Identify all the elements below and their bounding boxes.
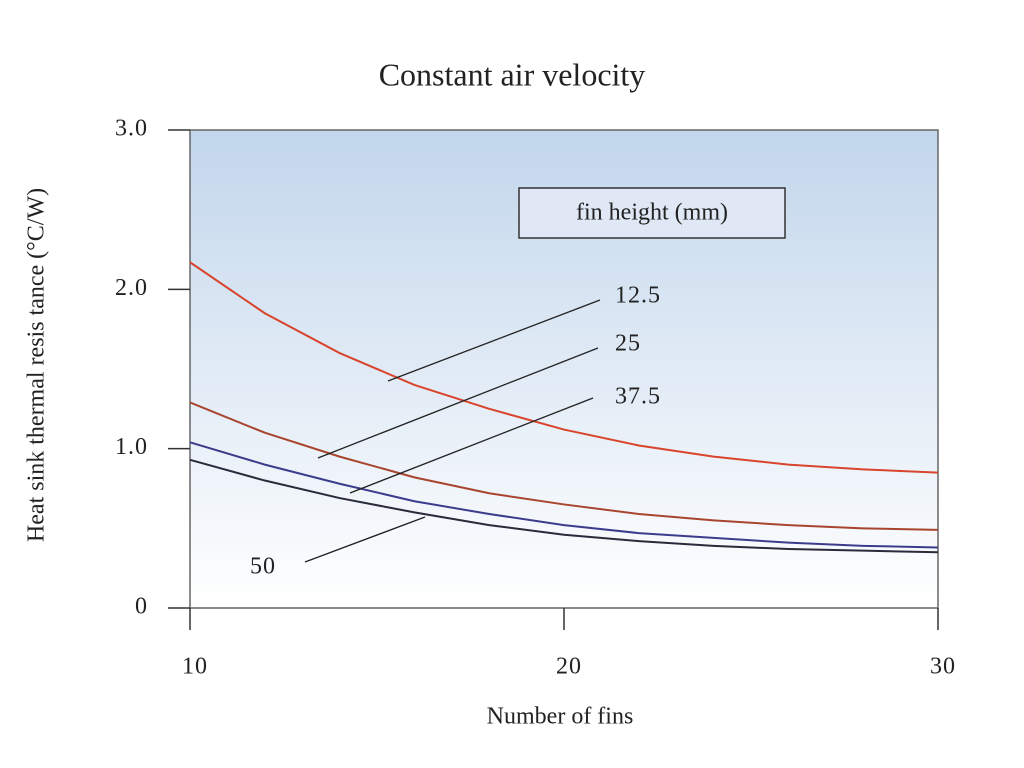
series-label: 37.5 xyxy=(615,384,661,410)
leader-line xyxy=(317,347,599,459)
y-axis-label: Heat sink thermal resis tance (°C/W) xyxy=(24,188,50,542)
chart-title: Constant air velocity xyxy=(379,56,646,92)
x-axis-label: Number of fins xyxy=(487,704,634,730)
series-line xyxy=(189,458,939,554)
leader-line xyxy=(304,516,426,563)
series-line xyxy=(189,441,939,549)
series-label: 25 xyxy=(615,331,641,357)
series-label: 50 xyxy=(250,554,276,580)
leader-line xyxy=(387,299,601,382)
legend-box xyxy=(518,187,786,239)
y-tick-label: 2.0 xyxy=(115,275,148,301)
x-tick-label: 10 xyxy=(182,654,208,680)
x-tick-label: 30 xyxy=(930,654,956,680)
y-tick-label: 0 xyxy=(135,594,148,620)
leader-line xyxy=(349,397,594,494)
y-tick-label: 3.0 xyxy=(115,116,148,142)
series-line xyxy=(189,261,939,474)
series-line xyxy=(189,401,939,531)
legend-title: fin height (mm) xyxy=(576,200,728,226)
y-tick-label: 1.0 xyxy=(115,434,148,460)
x-tick-label: 20 xyxy=(556,654,582,680)
series-label: 12.5 xyxy=(615,283,661,309)
